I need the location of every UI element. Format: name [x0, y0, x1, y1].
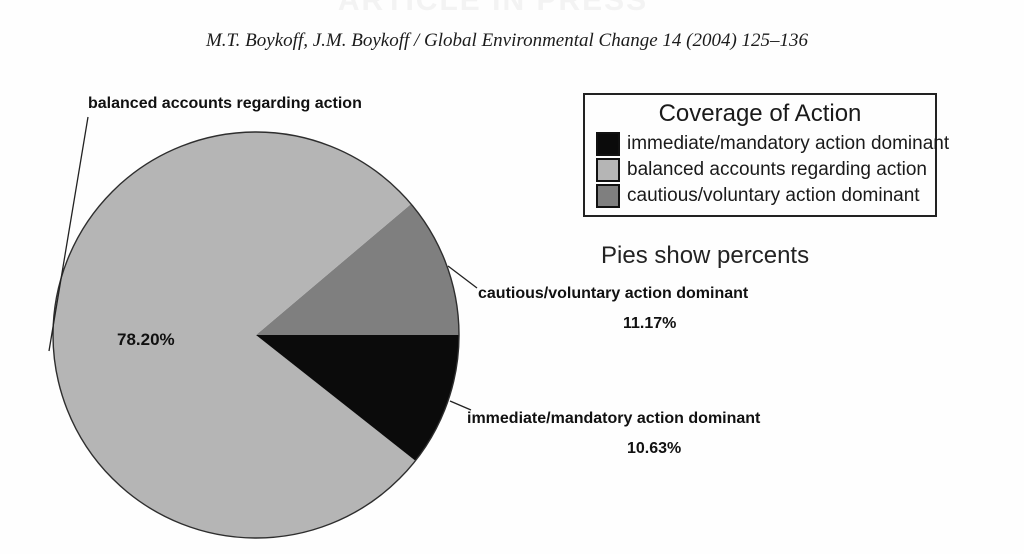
callout-immediate-label: immediate/mandatory action dominant: [467, 410, 761, 427]
leader-line-balanced: [48, 116, 89, 352]
legend-rows: immediate/mandatory action dominant bala…: [596, 131, 949, 209]
callout-cautious-label: cautious/voluntary action dominant: [478, 285, 749, 302]
leader-line-immediate: [449, 400, 472, 411]
pie-slice-cautious: [256, 203, 459, 335]
callout-balanced-label: balanced accounts regarding action: [88, 95, 362, 112]
pie-value-cautious: 11.17%: [623, 315, 677, 332]
legend-item-label: balanced accounts regarding action: [627, 159, 927, 180]
running-head-citation: M.T. Boykoff, J.M. Boykoff / Global Envi…: [205, 30, 809, 51]
pie-slice-immediate: [256, 335, 459, 461]
pies-show-percents-note: Pies show percents: [601, 242, 810, 269]
leader-line-cautious: [447, 265, 478, 289]
legend-swatch-balanced: [596, 158, 620, 182]
legend-item-balanced: balanced accounts regarding action: [596, 157, 935, 183]
legend-swatch-cautious: [596, 184, 620, 208]
legend-item-label: cautious/voluntary action dominant: [627, 185, 920, 206]
legend-item-cautious: cautious/voluntary action dominant: [596, 183, 935, 209]
legend-swatch-immediate: [596, 132, 620, 156]
legend-box: Coverage of Action immediate/mandatory a…: [583, 93, 949, 217]
pie-slices-group: [53, 132, 459, 539]
pie-outline: [52, 131, 460, 539]
article-in-press-banner: ARTICLE IN PRESS: [337, 0, 649, 17]
legend-title: Coverage of Action: [658, 100, 862, 127]
legend-item-label: immediate/mandatory action dominant: [627, 133, 950, 154]
pie-value-immediate: 10.63%: [627, 440, 682, 457]
pie-value-balanced: 78.20%: [117, 330, 175, 349]
pie-slice-balanced: [53, 132, 416, 539]
legend-item-immediate: immediate/mandatory action dominant: [596, 131, 949, 157]
